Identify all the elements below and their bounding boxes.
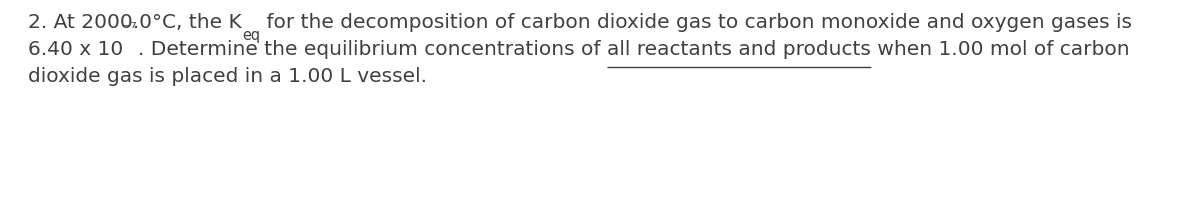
Text: when 1.00 mol of carbon: when 1.00 mol of carbon (871, 40, 1129, 59)
Text: eq: eq (241, 28, 260, 43)
Text: for the decomposition of carbon dioxide gas to carbon monoxide and oxygen gases : for the decomposition of carbon dioxide … (260, 13, 1132, 32)
Text: ⁻⁷: ⁻⁷ (124, 21, 138, 36)
Text: . Determine the equilibrium concentrations of: . Determine the equilibrium concentratio… (138, 40, 607, 59)
Text: all reactants and products: all reactants and products (607, 40, 871, 59)
Text: dioxide gas is placed in a 1.00 L vessel.: dioxide gas is placed in a 1.00 L vessel… (28, 67, 427, 86)
Text: 6.40 x 10: 6.40 x 10 (28, 40, 124, 59)
Text: 2. At 2000.0°C, the K: 2. At 2000.0°C, the K (28, 13, 241, 32)
